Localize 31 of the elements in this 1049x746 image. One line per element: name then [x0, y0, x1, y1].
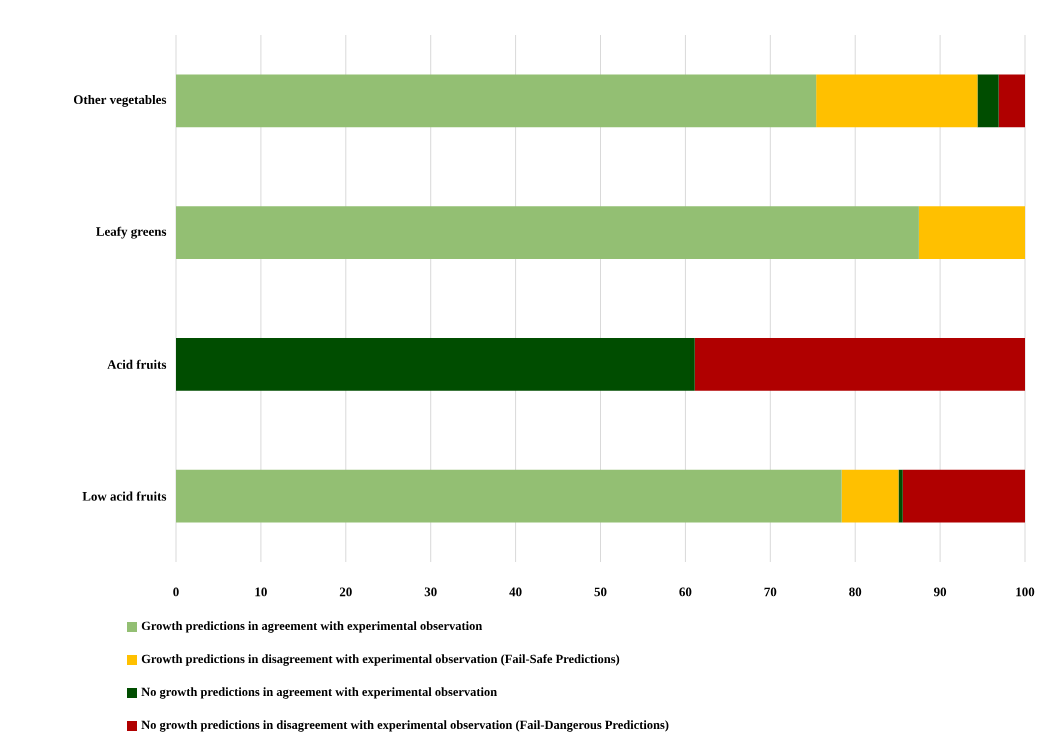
- y-tick-label: Low acid fruits: [82, 491, 167, 501]
- bar: [176, 206, 919, 259]
- bar: [176, 469, 842, 523]
- legend-label: No growth predictions in disagreement with experimental observation (Fail-Dangerous Predictions): [141, 720, 669, 732]
- legend-label: Growth predictions in disagreement with experimental observation (Fail-Safe Predictions): [141, 654, 620, 666]
- x-tick-label: 40: [509, 587, 522, 597]
- bar: [898, 469, 903, 523]
- x-tick-label: 0: [173, 587, 179, 597]
- x-tick-label: 50: [594, 587, 607, 597]
- y-tick-label: Other vegetables: [73, 94, 167, 107]
- x-tick-label: 60: [679, 587, 692, 597]
- bar: [918, 206, 1026, 259]
- bar: [816, 74, 978, 128]
- x-tick-label: 80: [849, 587, 862, 597]
- bar: [841, 469, 899, 523]
- bar: [998, 74, 1026, 128]
- x-tick-label: 90: [933, 587, 947, 597]
- x-tick-label: 10: [255, 587, 267, 597]
- x-tick-label: 70: [764, 587, 777, 597]
- legend-label: Growth predictions in agreement with experimental observation: [141, 621, 483, 633]
- bar: [977, 74, 999, 128]
- bar: [176, 338, 695, 391]
- bar: [902, 469, 1026, 523]
- legend-label: No growth predictions in agreement with experimental observation: [141, 687, 497, 699]
- y-tick-label: Leafy greens: [96, 226, 167, 239]
- y-tick-label: Acid fruits: [107, 359, 167, 370]
- x-tick-label: 20: [339, 587, 352, 597]
- x-tick-label: 100: [1016, 587, 1035, 597]
- bar: [694, 338, 1026, 391]
- x-tick-label: 30: [424, 587, 437, 597]
- bar: [176, 74, 817, 128]
